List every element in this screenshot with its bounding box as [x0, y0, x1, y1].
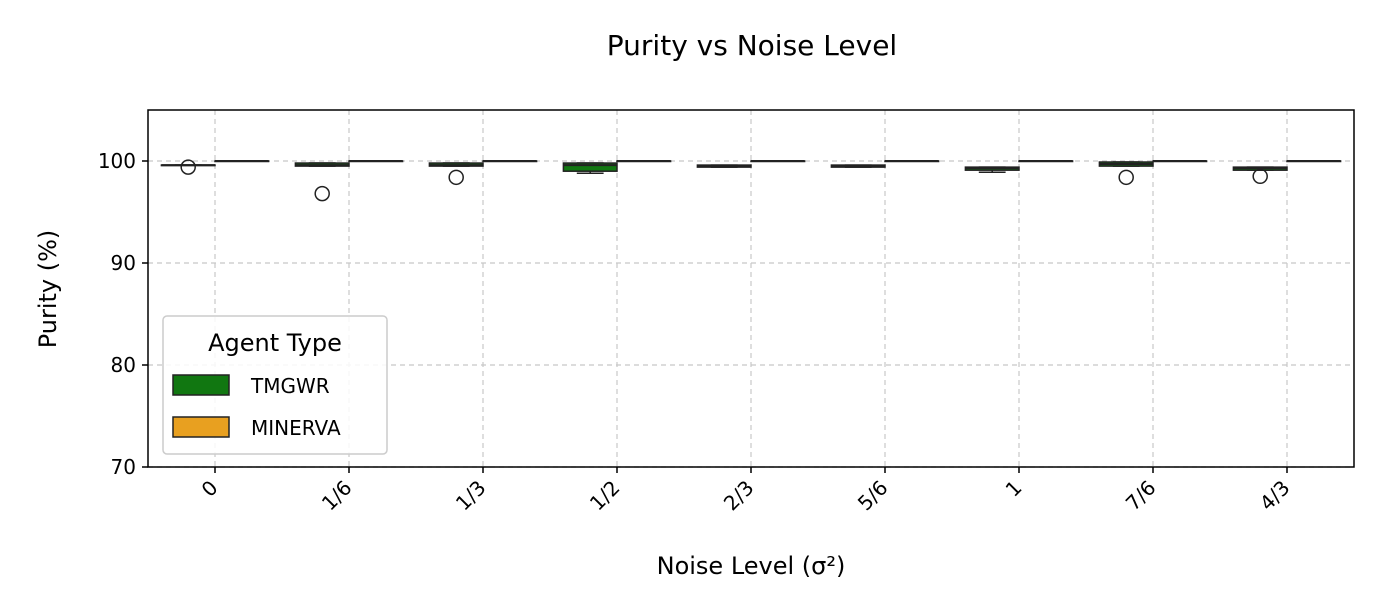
box-tmgwr [1232, 166, 1288, 185]
x-tick-label: 4/3 [1255, 476, 1295, 516]
legend-swatch-minerva [172, 416, 230, 438]
box-tmgwr [830, 164, 886, 168]
x-tick-label: 0 [197, 476, 223, 502]
legend-title: Agent Type [208, 329, 342, 357]
x-axis-label: Noise Level (σ²) [657, 552, 846, 580]
y-axis: 70 80 90 100 [98, 149, 148, 479]
outlier-point [314, 185, 330, 202]
box-tmgwr [294, 162, 350, 202]
x-tick-label: 5/6 [853, 476, 893, 516]
x-tick-label: 7/6 [1121, 476, 1161, 516]
box-tmgwr [964, 166, 1020, 173]
box-tmgwr [160, 159, 216, 175]
legend-swatch-tmgwr [172, 374, 230, 396]
box-minerva [1018, 160, 1074, 163]
chart-title: Purity vs Noise Level [607, 29, 897, 62]
box-tmgwr [428, 162, 484, 186]
x-axis: 0 1/6 1/3 1/2 2/3 5/6 1 7/6 4/3 [197, 467, 1295, 515]
y-tick-label: 70 [111, 455, 136, 479]
box-minerva [214, 160, 270, 163]
box-minerva [482, 160, 538, 163]
box-tmgwr [696, 164, 752, 168]
x-tick-label: 1/6 [317, 476, 357, 516]
y-tick-label: 80 [111, 353, 136, 377]
y-tick-label: 90 [111, 251, 136, 275]
legend-label-minerva: MINERVA [251, 416, 341, 440]
box-tmgwr [1098, 161, 1154, 186]
outlier-point [1252, 168, 1268, 185]
y-tick-label: 100 [98, 149, 136, 173]
box-tmgwr [562, 162, 618, 174]
box-body [562, 162, 618, 172]
outlier-point [1118, 169, 1134, 186]
outlier-point [448, 169, 464, 186]
box-minerva [884, 160, 940, 163]
legend: Agent Type TMGWR MINERVA [162, 315, 388, 455]
x-tick-label: 2/3 [719, 476, 759, 516]
box-minerva [348, 160, 404, 163]
x-tick-label: 1/2 [585, 476, 625, 516]
box-minerva [1152, 160, 1208, 163]
box-minerva [1286, 160, 1342, 163]
y-axis-label: Purity (%) [34, 230, 62, 349]
x-tick-label: 1 [1001, 476, 1027, 502]
x-tick-label: 1/3 [451, 476, 491, 516]
box-minerva [616, 160, 672, 163]
outlier-point [180, 159, 196, 175]
plot-marks [160, 159, 1342, 202]
legend-label-tmgwr: TMGWR [250, 374, 330, 398]
box-minerva [750, 160, 806, 163]
